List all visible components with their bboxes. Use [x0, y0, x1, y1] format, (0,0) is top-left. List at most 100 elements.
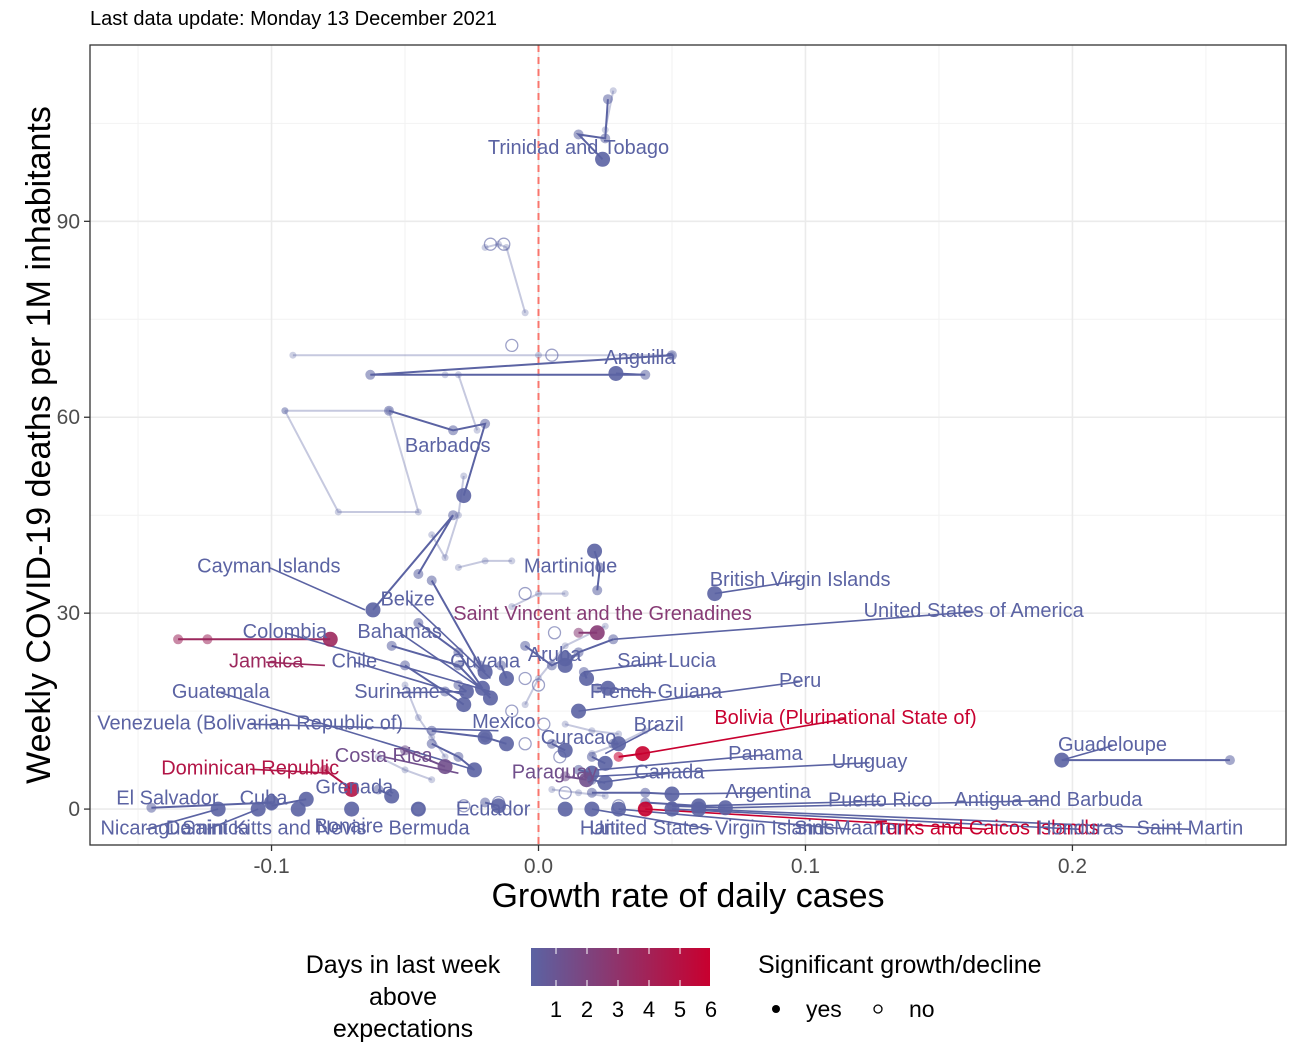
label-leader-line [698, 808, 1190, 831]
country-point [611, 801, 627, 817]
country-point [437, 759, 453, 775]
label-leader-line [268, 566, 366, 611]
color-legend-title-line-1: Days in last week [306, 951, 501, 979]
label-leader-line [145, 808, 219, 831]
label-leader-line [591, 761, 870, 778]
country-trail-point [560, 771, 571, 782]
country-trail-point [146, 802, 157, 813]
country-point [611, 736, 627, 752]
background-trail-point [428, 776, 436, 784]
country-point [250, 801, 266, 817]
background-trail-line [511, 592, 566, 608]
country-label: Saint Vincent and the Grenadines [453, 603, 752, 625]
y-tick-label: 0 [68, 798, 80, 821]
country-point [557, 651, 573, 667]
hollow-point [483, 237, 498, 251]
label-leader-line [399, 632, 491, 696]
label-leader-line [583, 660, 667, 673]
country-point [664, 786, 680, 802]
country-point [290, 801, 306, 817]
background-trail-point [281, 407, 289, 415]
background-trail-line [458, 559, 512, 569]
country-point [691, 801, 707, 817]
hollow-point [518, 671, 532, 686]
country-label: Turks and Caicos Islands [875, 818, 1099, 840]
country-point [490, 798, 506, 814]
y-tick-label: 60 [57, 406, 80, 429]
country-point [344, 781, 360, 797]
background-trail-point [575, 789, 583, 797]
plot-border [89, 44, 1287, 846]
country-point [579, 670, 595, 686]
country-trail-point [173, 634, 184, 645]
country-trail-point [520, 640, 531, 651]
country-label: Ecuador [456, 799, 531, 821]
country-trail-point [480, 732, 491, 743]
color-legend-tick-label: 4 [643, 997, 655, 1022]
background-trail-line [377, 755, 433, 781]
background-trail-point [521, 309, 529, 317]
background-trail-point [508, 603, 516, 611]
background-trail-point [588, 727, 596, 735]
country-trail-point [640, 787, 651, 798]
country-trail-point [1224, 755, 1235, 766]
country-trail-point [586, 751, 597, 762]
label-leader-line [578, 680, 801, 712]
country-label: Jamaica [229, 650, 304, 672]
background-trail-point [414, 714, 422, 722]
country-label: Chile [332, 650, 378, 672]
country-label: Saint Kitts and Nevis [182, 818, 367, 840]
country-point [571, 703, 587, 719]
background-trail-point [454, 563, 462, 571]
hollow-point [537, 717, 551, 731]
label-leader-line [220, 692, 475, 771]
country-trail-point [608, 634, 619, 645]
label-leader-line [618, 808, 851, 831]
country-trail-point [586, 787, 597, 798]
background-trail-point [521, 701, 529, 709]
country-trail-point [586, 774, 597, 785]
shape-legend-filled-dot [772, 1005, 780, 1013]
background-trail-point [548, 785, 556, 793]
background-trail-point [428, 733, 436, 741]
label-leader-line [207, 808, 259, 831]
country-label: United States Virgin Islands [589, 818, 834, 840]
background-trail-point [281, 407, 289, 415]
shape-legend-hollow-dot [873, 1004, 883, 1014]
country-labels: Trinidad and Tobago Anguilla Barbados Cayma… [97, 137, 1243, 839]
hollow-point [518, 737, 532, 751]
country-trail-point [666, 350, 677, 361]
background-trail-point [561, 590, 569, 598]
country-label: British Virgin Islands [710, 569, 891, 591]
country-trail-line [370, 354, 673, 376]
country-trail-point [640, 369, 651, 380]
country-point [322, 631, 338, 647]
country-label: United States of America [864, 600, 1085, 622]
country-label: Peru [779, 670, 821, 692]
country-point [557, 742, 573, 758]
country-label: Puerto Rico [828, 790, 933, 812]
label-leader-line [396, 690, 467, 694]
background-trail-point [508, 557, 516, 565]
background-trail-point [502, 243, 510, 251]
country-point [717, 800, 733, 816]
color-legend-title-line-2: above [369, 983, 437, 1011]
country-trail-point [386, 640, 397, 651]
country-trail-point [365, 369, 376, 380]
background-trail-point [374, 753, 382, 761]
background-trail-point [615, 730, 623, 738]
country-label: Dominica [166, 818, 250, 840]
x-tick-label: 0.0 [524, 855, 553, 878]
country-label: Grenada [315, 776, 394, 798]
hollow-point [545, 348, 559, 362]
color-legend-tick-label: 5 [674, 997, 686, 1022]
country-trail-point [453, 647, 464, 658]
x-axis-ticks: -0.1 0.0 0.1 0.2 [253, 845, 1087, 878]
label-leader-line [642, 718, 846, 755]
country-label: Bonaire [314, 816, 383, 838]
country-point [210, 801, 226, 817]
background-trail-point [428, 531, 436, 539]
background-trail-point [441, 753, 449, 761]
country-point [557, 801, 573, 817]
x-tick-label: -0.1 [253, 855, 289, 878]
